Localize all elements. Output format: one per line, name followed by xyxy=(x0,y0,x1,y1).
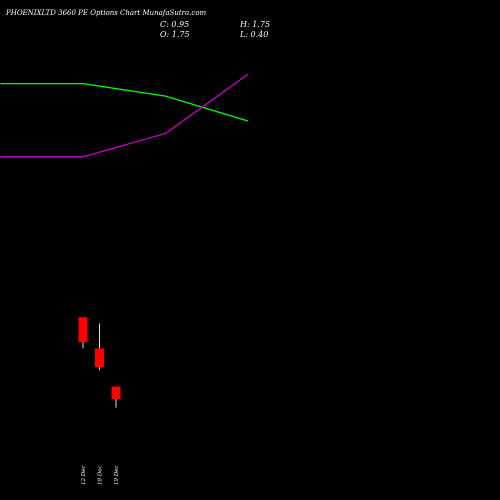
high-value: H: 1.75 xyxy=(239,20,270,29)
x-tick-label: 19 Dec xyxy=(114,466,120,486)
candle-2 xyxy=(95,323,104,371)
x-tick-label: 18 Dec xyxy=(98,466,104,486)
moving-average-lines xyxy=(0,73,249,158)
x-tick-label: 12 Dec xyxy=(81,466,87,486)
candle-1 xyxy=(78,317,88,349)
candle-3 xyxy=(111,386,121,408)
open-value: O: 1.75 xyxy=(160,30,190,39)
candle-body xyxy=(78,317,88,343)
close-value: C: 0.95 xyxy=(160,20,189,29)
moving-average-line-purple xyxy=(0,73,249,158)
moving-average-line-green xyxy=(0,82,249,122)
candles xyxy=(78,317,121,408)
chart-title: PHOENIXLTD 3660 PE Options Chart MunafaS… xyxy=(5,9,207,17)
low-value: L: 0.40 xyxy=(239,30,268,39)
candle-body xyxy=(111,386,121,400)
x-axis-ticks: 12 Dec 18 Dec 19 Dec xyxy=(81,466,120,486)
candle-body xyxy=(95,348,104,368)
